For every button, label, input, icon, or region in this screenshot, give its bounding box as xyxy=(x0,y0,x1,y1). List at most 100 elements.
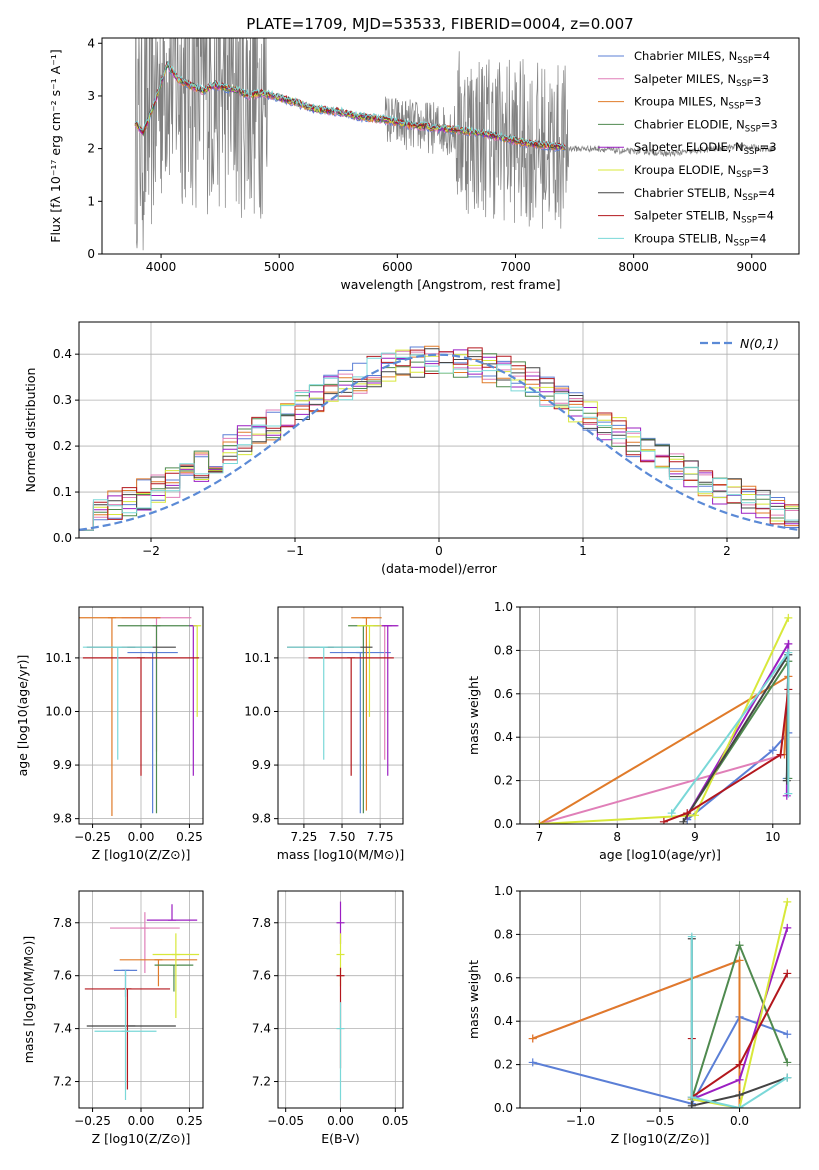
y-tick-label: 1.0 xyxy=(494,600,513,614)
y-tick-label: 0 xyxy=(87,247,95,261)
legend-label: Chabrier ELODIE, NSSP=3 xyxy=(634,117,778,134)
panel-weight-vs-Z: −1.0 −0.5 0.0 0.0 0.2 0.4 0.6 0.8 1.0 Z [log10(Z/… xyxy=(466,884,801,1146)
x-tick-label: 0.0 xyxy=(730,1114,749,1128)
weight-marker-4 xyxy=(783,923,792,932)
y-axis-label: Normed distribution xyxy=(23,368,38,493)
x-tick-label: 6000 xyxy=(382,260,413,274)
y-axis-label: age [log10(age/yr)] xyxy=(15,655,30,777)
y-tick-label: 0.6 xyxy=(494,687,513,701)
plot-area xyxy=(520,607,800,824)
weight-marker-0 xyxy=(783,1030,792,1039)
x-tick-label: 2 xyxy=(723,544,731,558)
y-tick-label: 9.8 xyxy=(53,812,72,826)
y-tick-label: 0.0 xyxy=(494,1101,513,1115)
panel-mass-vs-ebv: −0.05 0.00 0.05 7.2 7.4 7.6 7.8 E(B-V) xyxy=(252,890,409,1146)
y-tick-label: 0.0 xyxy=(494,817,513,831)
weight-marker-2 xyxy=(735,956,744,965)
y-tick-label: 10.0 xyxy=(244,704,271,718)
x-tick-label: 0.05 xyxy=(382,1114,409,1128)
y-tick-label: 0.4 xyxy=(494,1014,513,1028)
y-tick-label: 7.4 xyxy=(53,1022,72,1036)
y-tick-label: 0.4 xyxy=(494,730,513,744)
plot-area xyxy=(134,38,776,251)
panel-residuals: N(0,1) −2 −1 0 1 2 0.0 0.1 0.2 0.3 0.4 (data-model)… xyxy=(23,321,800,576)
model-line-8 xyxy=(134,60,566,148)
x-tick-label: −0.25 xyxy=(74,830,111,844)
x-tick-label: 7.50 xyxy=(329,830,356,844)
weight-marker-2 xyxy=(528,1034,537,1043)
weight-marker-5 xyxy=(691,811,699,820)
x-axis-label: E(B-V) xyxy=(321,1131,360,1146)
weight-marker-5 xyxy=(535,820,544,824)
plot-area xyxy=(278,891,403,1108)
panel-spectrum: Chabrier MILES, NSSP=4 Salpeter MILES, NS… xyxy=(48,36,800,292)
legend-label: Salpeter MILES, NSSP=3 xyxy=(634,72,769,89)
weight-marker-4 xyxy=(735,1075,744,1084)
normal-curve xyxy=(79,353,799,531)
weight-marker-8 xyxy=(687,1093,696,1102)
y-tick-label: 0.8 xyxy=(494,927,513,941)
y-tick-label: 10.0 xyxy=(45,704,72,718)
weight-marker-3 xyxy=(735,941,744,950)
plot-area xyxy=(79,322,799,538)
y-tick-label: 4 xyxy=(87,36,95,50)
x-axis-label: wavelength [Angstrom, rest frame] xyxy=(340,277,560,292)
panel-weight-vs-age: 7 8 9 10 0.0 0.2 0.4 0.6 0.8 1.0 age [log10(age/yr… xyxy=(466,600,801,862)
weight-marker-4 xyxy=(784,639,793,648)
x-axis-label: Z [log10(Z/Z⊙)] xyxy=(92,1131,191,1146)
axes-frame xyxy=(519,606,801,825)
x-tick-label: 7 xyxy=(536,830,544,844)
legend-label: Chabrier MILES, NSSP=4 xyxy=(634,49,770,66)
x-tick-label: 7.25 xyxy=(291,830,318,844)
weight-marker-3 xyxy=(783,1058,792,1067)
legend-label: Kroupa MILES, NSSP=3 xyxy=(634,95,761,112)
x-axis-label: (data-model)/error xyxy=(381,561,498,576)
panel-mass-vs-Z: −0.25 0.00 0.25 7.2 7.4 7.6 7.8 Z [log10(Z/Z⊙)]… xyxy=(21,890,204,1146)
plot-area xyxy=(520,891,800,1108)
weight-marker-6 xyxy=(782,776,791,785)
x-tick-label: −0.5 xyxy=(645,1114,674,1128)
y-tick-label: 7.6 xyxy=(53,969,72,983)
weight-marker-6 xyxy=(687,1101,696,1108)
x-tick-label: 0.25 xyxy=(176,830,203,844)
y-tick-label: 3 xyxy=(87,89,95,103)
legend-label: Chabrier STELIB, NSSP=4 xyxy=(634,186,775,203)
x-tick-label: 0 xyxy=(435,544,443,558)
y-tick-label: 0.1 xyxy=(53,485,72,499)
x-axis-label: Z [log10(Z/Z⊙)] xyxy=(611,1131,710,1146)
weight-marker-8 xyxy=(784,789,793,798)
x-tick-label: 0.00 xyxy=(128,1114,155,1128)
y-tick-label: 9.9 xyxy=(53,758,72,772)
weight-line-8 xyxy=(690,936,788,1108)
y-tick-label: 0.2 xyxy=(494,1058,513,1072)
weight-marker-8 xyxy=(783,1073,792,1082)
weight-marker-7 xyxy=(735,1060,744,1069)
x-tick-label: 0.25 xyxy=(176,1114,203,1128)
y-tick-label: 1 xyxy=(87,194,95,208)
x-tick-label: 0.00 xyxy=(128,830,155,844)
weight-line-0 xyxy=(532,1015,788,1105)
weight-marker-0 xyxy=(528,1058,537,1067)
y-axis-label: mass weight xyxy=(466,676,481,755)
normal-legend-label: N(0,1) xyxy=(740,336,779,351)
histogram-7 xyxy=(79,347,799,531)
y-tick-label: 10.1 xyxy=(45,651,72,665)
x-tick-label: 8000 xyxy=(618,260,649,274)
weight-marker-4 xyxy=(782,791,791,800)
weight-marker-8 xyxy=(687,932,696,941)
y-tick-label: 7.8 xyxy=(252,916,271,930)
axes-frame xyxy=(277,606,404,825)
weight-marker-5 xyxy=(784,613,793,622)
x-tick-label: −0.25 xyxy=(74,1114,111,1128)
histogram-8 xyxy=(79,352,799,531)
figure-title: PLATE=1709, MJD=53533, FIBERID=0004, z=0… xyxy=(246,15,633,33)
y-tick-label: 7.2 xyxy=(53,1075,72,1089)
weight-marker-6 xyxy=(679,817,688,824)
x-tick-label: 7000 xyxy=(500,260,531,274)
weight-marker-7 xyxy=(776,750,785,759)
legend-label: Kroupa ELODIE, NSSP=3 xyxy=(634,163,769,180)
weight-marker-8 xyxy=(735,1104,744,1108)
y-axis-label: mass [log10(M/M⊙)] xyxy=(21,936,36,1064)
x-axis-label: mass [log10(M/M⊙)] xyxy=(277,847,405,862)
x-tick-label: −2 xyxy=(142,544,160,558)
